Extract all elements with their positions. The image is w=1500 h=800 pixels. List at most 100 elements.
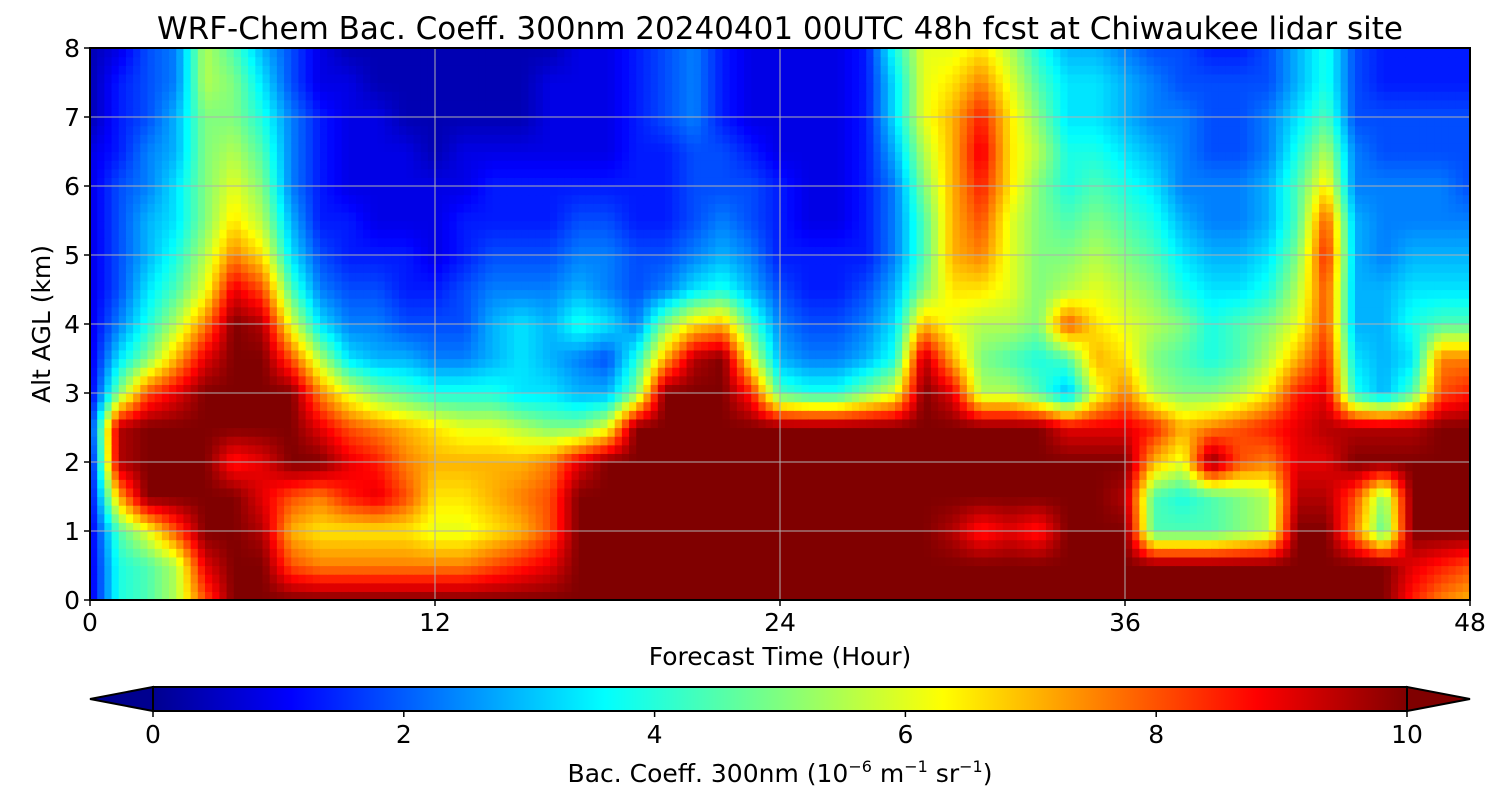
heatmap-cell (104, 496, 113, 506)
heatmap-cell (722, 513, 731, 523)
heatmap-cell (341, 539, 350, 549)
heatmap-cell (334, 513, 343, 523)
heatmap-cell (312, 556, 321, 567)
heatmap-cell (1434, 539, 1442, 549)
heatmap-cell (736, 556, 745, 567)
heatmap-cell (1146, 487, 1155, 498)
heatmap-cell (593, 582, 601, 592)
heatmap-cell (665, 565, 673, 575)
heatmap-cell (1132, 410, 1140, 420)
heatmap-cell (1182, 410, 1191, 420)
heatmap-cell (312, 418, 321, 429)
heatmap-cell (952, 522, 961, 532)
heatmap-cell (744, 367, 752, 377)
heatmap-cell (284, 418, 292, 429)
heatmap-cell (1017, 453, 1025, 463)
heatmap-cell (1196, 462, 1205, 472)
heatmap-cell (1168, 548, 1176, 558)
heatmap-cell (140, 574, 149, 584)
heatmap-cell (312, 410, 321, 420)
heatmap-cell (938, 418, 946, 429)
heatmap-cell (370, 367, 379, 377)
heatmap-cell (1297, 548, 1306, 558)
heatmap-cell (535, 582, 544, 592)
heatmap-cell (1390, 470, 1399, 480)
heatmap-cell (528, 582, 537, 592)
heatmap-cell (758, 505, 767, 515)
heatmap-cell (542, 410, 551, 420)
heatmap-cell (269, 418, 278, 429)
heatmap-cell (772, 556, 781, 567)
heatmap-cell (435, 531, 443, 541)
heatmap-cell (427, 539, 436, 549)
heatmap-cell (190, 470, 199, 480)
heatmap-cell (1089, 410, 1097, 420)
heatmap-cell (722, 479, 731, 489)
heatmap-cell (708, 522, 716, 532)
heatmap-cell (1426, 582, 1435, 592)
heatmap-cell (1096, 522, 1105, 532)
heatmap-cell (1010, 496, 1018, 506)
heatmap-cell (535, 556, 544, 567)
heatmap-cell (837, 487, 846, 498)
heatmap-cell (1268, 487, 1277, 498)
heatmap-cell (506, 505, 515, 515)
heatmap-cell (514, 453, 522, 463)
heatmap-cell (219, 444, 228, 454)
heatmap-cell (665, 358, 673, 368)
heatmap-cell (161, 367, 170, 377)
heatmap-cell (1254, 436, 1263, 446)
heatmap-cell (1398, 444, 1406, 454)
heatmap-cell (1311, 462, 1320, 472)
heatmap-cell (485, 436, 494, 446)
heatmap-cell (133, 479, 141, 489)
heatmap-cell (449, 539, 458, 549)
heatmap-cell (593, 522, 601, 532)
heatmap-cell (312, 591, 321, 600)
heatmap-cell (902, 574, 910, 584)
heatmap-cell (312, 531, 321, 541)
heatmap-cell (377, 470, 386, 480)
heatmap-cell (736, 401, 745, 411)
heatmap-cell (363, 401, 371, 411)
heatmap-cell (1290, 531, 1299, 541)
heatmap-cell (1182, 418, 1191, 429)
heatmap-cell (686, 375, 695, 385)
heatmap-cell (492, 591, 501, 600)
heatmap-cell (866, 556, 875, 567)
heatmap-cell (995, 427, 1004, 437)
heatmap-cell (384, 522, 393, 532)
heatmap-cell (585, 384, 594, 394)
heatmap-cell (614, 582, 623, 592)
heatmap-cell (370, 358, 379, 368)
heatmap-cell (1261, 582, 1270, 592)
heatmap-cell (708, 556, 716, 567)
heatmap-cell (830, 548, 839, 558)
heatmap-cell (463, 513, 472, 523)
heatmap-cell (377, 565, 386, 575)
heatmap-cell (550, 531, 558, 541)
heatmap-cell (700, 418, 709, 429)
heatmap-cell (1412, 531, 1421, 541)
heatmap-cell (161, 470, 170, 480)
heatmap-cell (363, 427, 371, 437)
heatmap-cell (442, 496, 450, 506)
heatmap-cell (902, 565, 910, 575)
heatmap-cell (1196, 427, 1205, 437)
heatmap-cell (636, 591, 645, 600)
heatmap-cell (169, 444, 177, 454)
heatmap-cell (363, 522, 371, 532)
heatmap-cell (844, 418, 853, 429)
heatmap-cell (1067, 531, 1076, 541)
heatmap-cell (629, 358, 637, 368)
heatmap-cell (1304, 453, 1313, 463)
heatmap-cell (118, 522, 127, 532)
heatmap-cell (787, 462, 795, 472)
heatmap-cell (111, 487, 120, 498)
heatmap-cell (679, 539, 688, 549)
heatmap-cell (255, 513, 264, 523)
heatmap-cell (1132, 565, 1140, 575)
heatmap-cell (909, 513, 918, 523)
heatmap-cell (715, 531, 724, 541)
